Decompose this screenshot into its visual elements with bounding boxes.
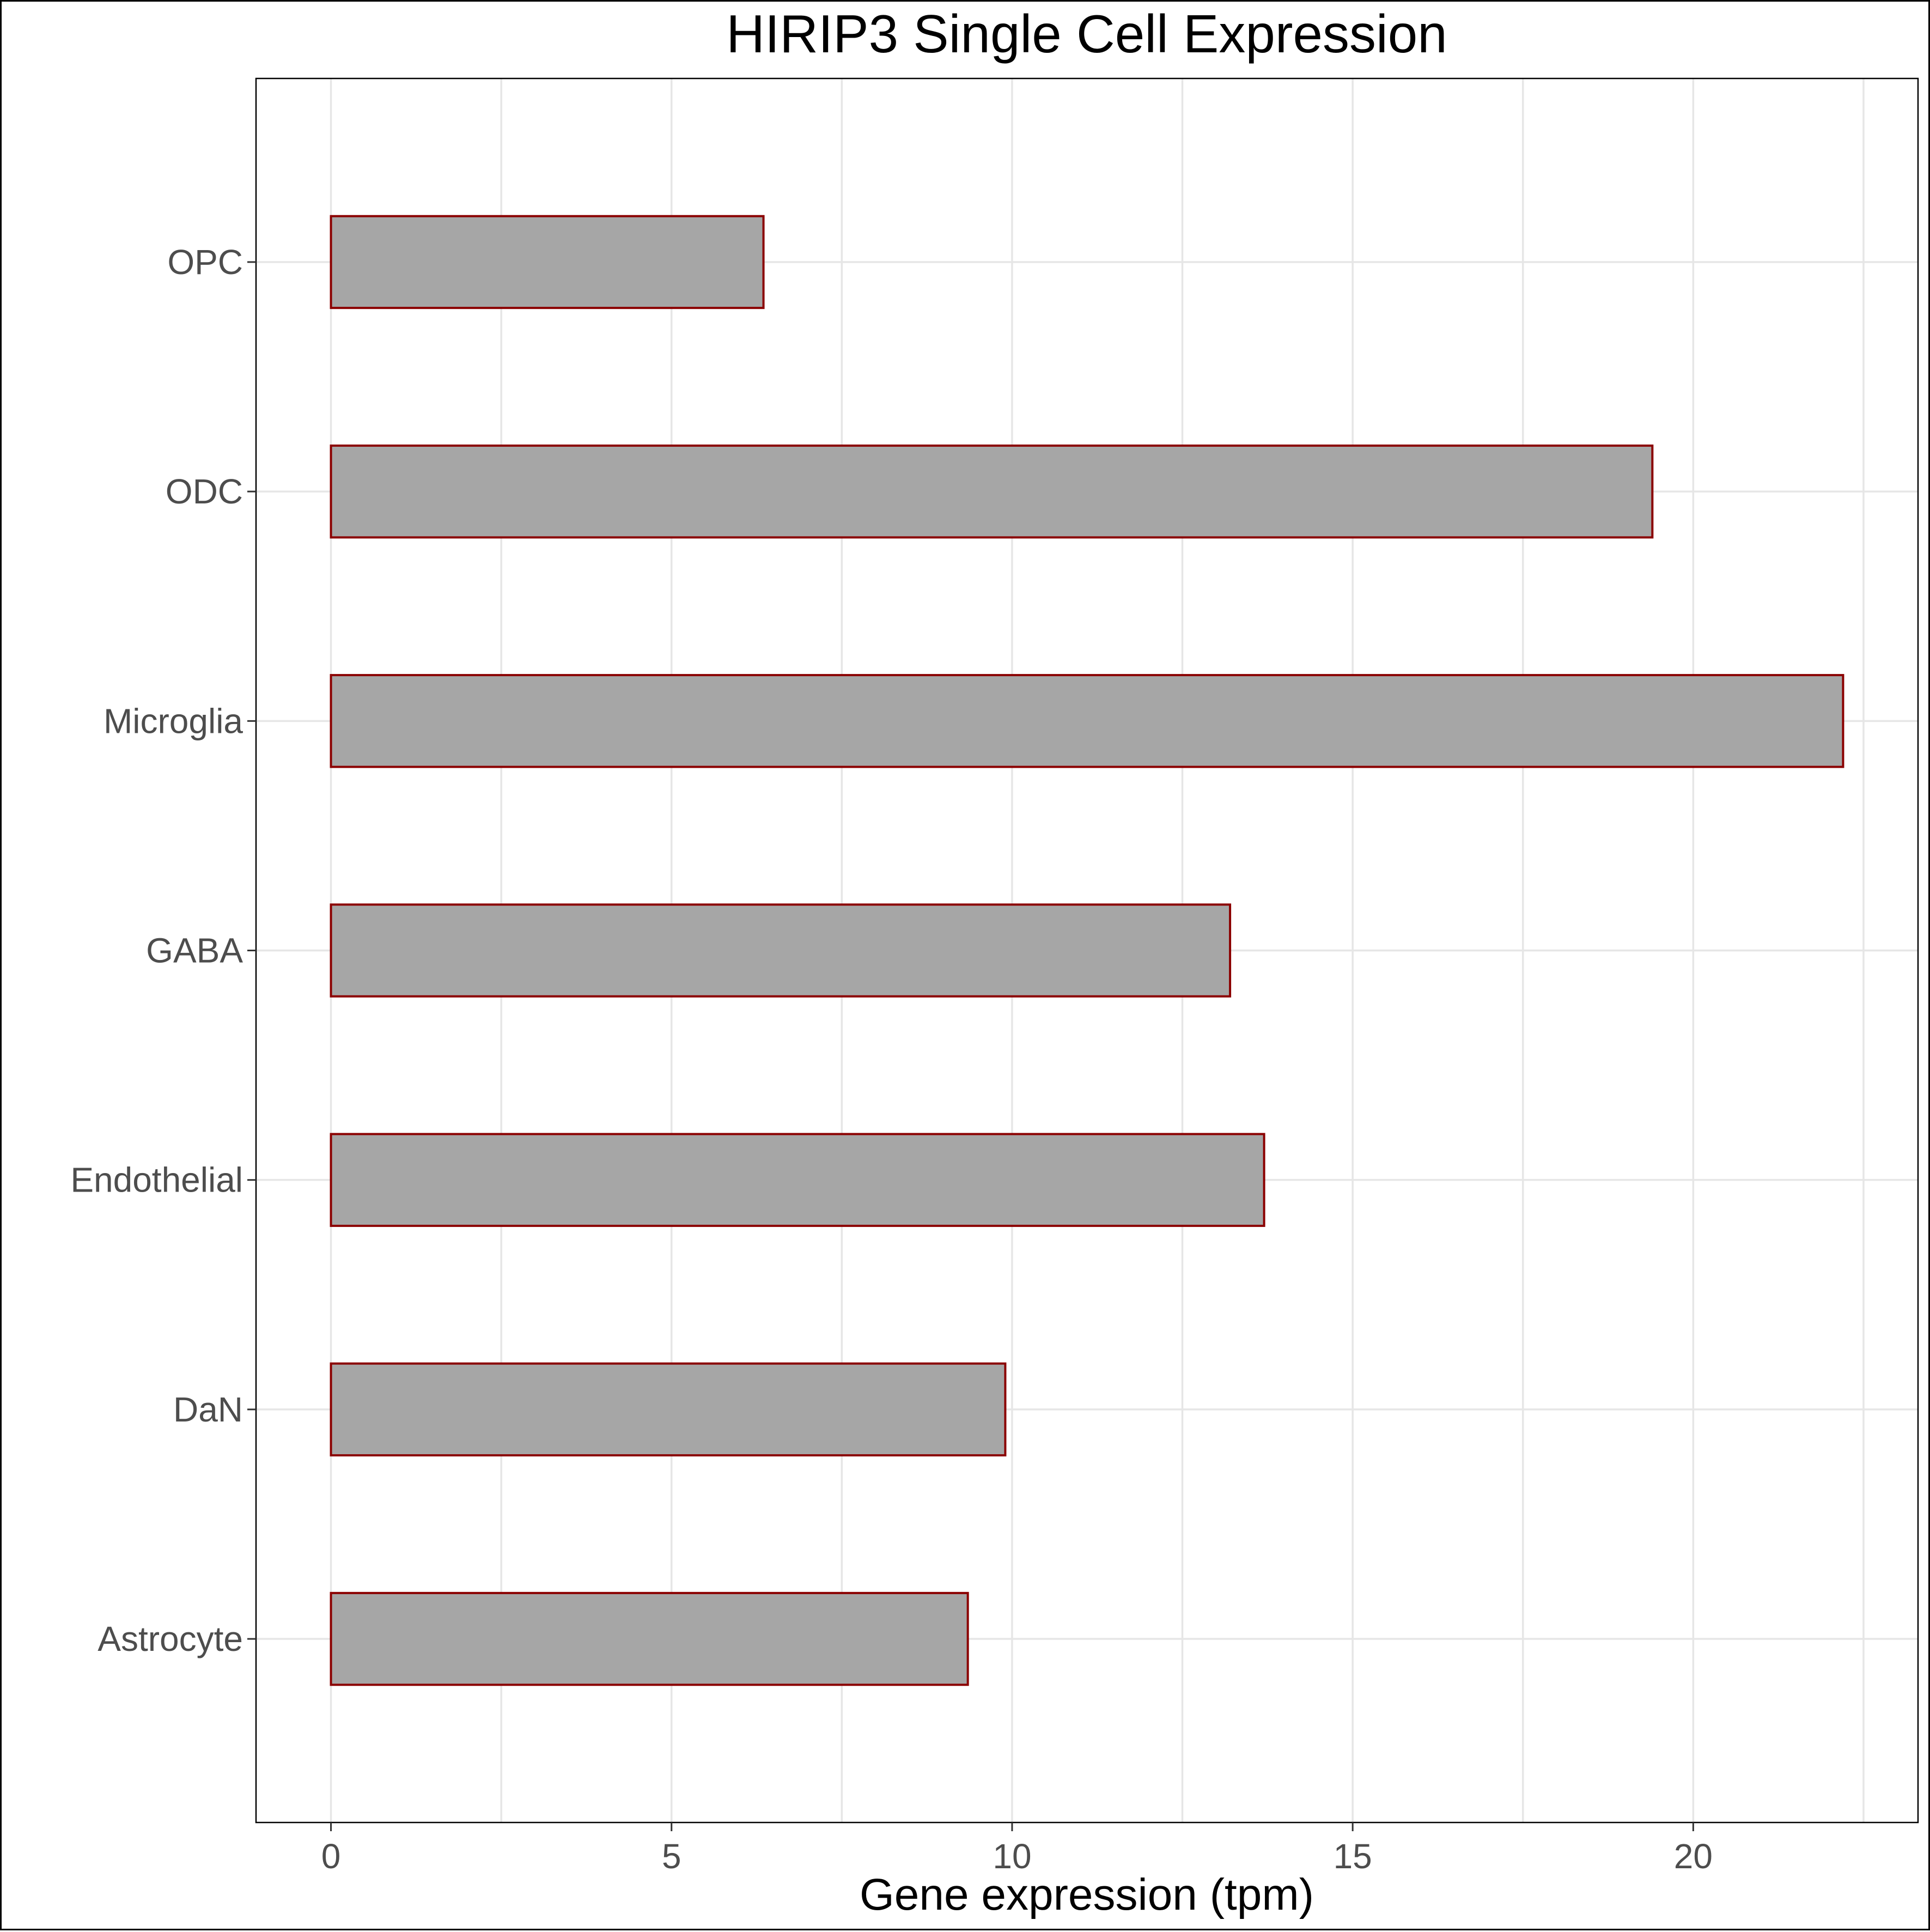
x-tick-label: 10	[993, 1837, 1031, 1876]
y-tick-label: GABA	[146, 931, 243, 970]
chart-title: HIRIP3 Single Cell Expression	[726, 4, 1447, 64]
y-tick-label: OPC	[167, 242, 243, 282]
y-tick-label: Endothelial	[70, 1161, 243, 1200]
y-axis-ticks: Astrocyte DaN Endothelial GABA Microglia ODC O…	[70, 242, 256, 1658]
bar-endothelial	[330, 1133, 1265, 1227]
x-axis-title: Gene expression (tpm)	[860, 1870, 1314, 1919]
x-axis-ticks: 0 5 10 15 20	[321, 1822, 1713, 1876]
x-tick-label: 0	[321, 1837, 341, 1876]
bar-dan	[330, 1362, 1007, 1457]
x-tick-label: 5	[662, 1837, 681, 1876]
bar-microglia	[330, 674, 1844, 768]
bar-gaba	[330, 903, 1232, 998]
bars	[330, 215, 1844, 1686]
bar-odc	[330, 444, 1654, 539]
y-tick-label: Microglia	[103, 701, 243, 740]
y-tick-label: ODC	[166, 472, 243, 511]
bar-astrocyte	[330, 1591, 969, 1686]
y-tick-label: DaN	[173, 1390, 243, 1429]
x-tick-label: 20	[1674, 1837, 1713, 1876]
x-tick-label: 15	[1334, 1837, 1372, 1876]
bar-opc	[330, 215, 765, 309]
y-tick-label: Astrocyte	[98, 1619, 243, 1658]
